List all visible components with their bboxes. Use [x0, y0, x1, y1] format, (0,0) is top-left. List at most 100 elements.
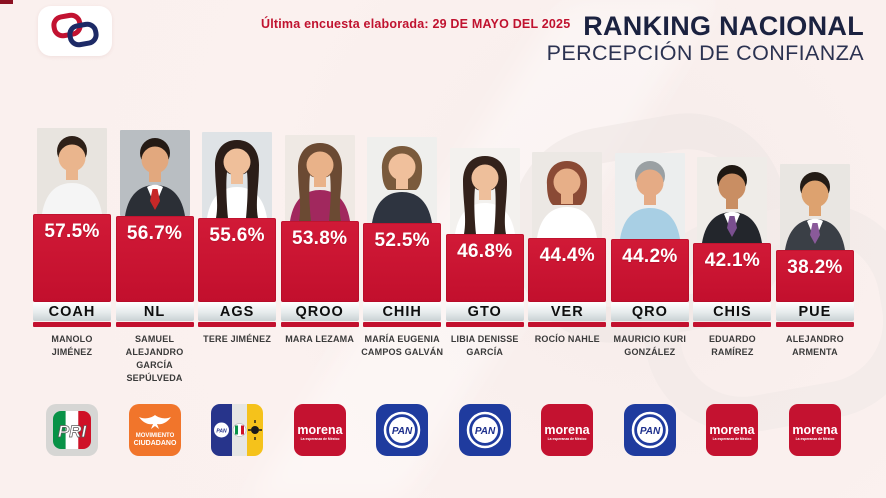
- state-label: AGS: [198, 302, 277, 321]
- confidence-bar: 44.4%: [528, 238, 607, 302]
- state-label: COAH: [33, 302, 111, 321]
- survey-label: Última encuesta elaborada:: [261, 17, 429, 31]
- svg-text:morena: morena: [297, 423, 343, 437]
- candidate-name: ROCÍO NAHLE: [534, 334, 600, 344]
- svg-text:La esperanza de México: La esperanza de México: [796, 437, 835, 441]
- state-underline: [775, 322, 854, 327]
- state-underline: [528, 322, 607, 327]
- percentage-label: 55.6%: [209, 225, 265, 246]
- state-underline: [198, 322, 277, 327]
- party-logo: PRI: [46, 404, 98, 456]
- state-underline: [693, 322, 772, 327]
- page-title: RANKING NACIONAL: [583, 11, 864, 41]
- candidate-column: 46.8% GTO LIBIA DENISSE GARCÍA PAN: [445, 0, 524, 498]
- svg-text:La esperanza de México: La esperanza de México: [548, 437, 587, 441]
- candidate-name: MARA LEZAMA: [285, 334, 355, 344]
- svg-text:CIUDADANO: CIUDADANO: [133, 440, 176, 447]
- portrait-photo: [367, 137, 438, 223]
- state-underline: [445, 322, 524, 327]
- percentage-label: 53.8%: [291, 228, 348, 249]
- candidate-column: 57.5% COAH MANOLO JIMÉNEZ PRI: [33, 0, 111, 498]
- corner-mark: [0, 0, 13, 4]
- candidate-name: MANOLO JIMÉNEZ: [51, 334, 93, 358]
- portrait-photo: [532, 152, 603, 238]
- candidate-column: 55.6% AGS TERE JIMÉNEZ PAN: [198, 0, 277, 498]
- confidence-bar: 56.7%: [115, 216, 194, 302]
- percentage-label: 52.5%: [374, 230, 430, 251]
- portrait-photo: [614, 153, 685, 239]
- svg-text:PAN: PAN: [640, 426, 661, 437]
- party-logo: MOVIMIENTO CIUDADANO: [128, 404, 181, 456]
- state-label: QROO: [280, 302, 359, 321]
- confidence-bar: 46.8%: [445, 234, 524, 302]
- state-underline: [280, 322, 359, 327]
- portrait-photo: [37, 128, 107, 214]
- confidence-bar: 57.5%: [33, 214, 111, 302]
- state-label: CHIH: [363, 302, 442, 321]
- state-label: GTO: [445, 302, 524, 321]
- candidate-name: MARÍA EUGENIA CAMPOS GALVÁN: [361, 334, 444, 358]
- state-label: QRO: [610, 302, 689, 321]
- portrait-photo: [779, 164, 850, 250]
- portrait-photo: [202, 132, 273, 218]
- candidate-name: MAURICIO KURI GONZÁLEZ: [613, 334, 687, 358]
- party-logo: PAN: [458, 404, 511, 456]
- candidate-name: SAMUEL ALEJANDRO GARCÍA SEPÚLVEDA: [125, 334, 184, 384]
- candidate-name: TERE JIMÉNEZ: [203, 334, 272, 344]
- party-logo: PAN: [376, 404, 429, 456]
- percentage-label: 44.4%: [539, 245, 595, 266]
- state-underline: [610, 322, 689, 327]
- page-title-block: RANKING NACIONAL PERCEPCIÓN DE CONFIANZA: [546, 11, 864, 67]
- confidence-bar: 53.8%: [280, 221, 359, 302]
- candidate-column: 53.8% QROO MARA LEZAMA morena La esperan…: [280, 0, 359, 498]
- state-underline: [33, 322, 111, 327]
- portrait-photo: [449, 148, 520, 234]
- svg-text:PRI: PRI: [58, 422, 88, 441]
- state-label: CHIS: [693, 302, 772, 321]
- survey-date: 29 DE MAYO DEL 2025: [432, 17, 571, 31]
- svg-text:La esperanza de México: La esperanza de México: [300, 437, 339, 441]
- svg-text:PAN: PAN: [217, 429, 228, 435]
- party-logo: PAN: [623, 404, 676, 456]
- state-label: PUE: [775, 302, 854, 321]
- party-logo: morena La esperanza de México: [541, 404, 594, 456]
- candidate-name: LIBIA DENISSE GARCÍA: [450, 334, 519, 358]
- percentage-label: 38.2%: [787, 257, 843, 278]
- percentage-label: 42.1%: [704, 250, 761, 271]
- survey-note: Última encuesta elaborada: 29 DE MAYO DE…: [261, 17, 570, 31]
- svg-text:La esperanza de México: La esperanza de México: [713, 437, 752, 441]
- svg-text:PAN: PAN: [475, 426, 496, 437]
- candidate-column: 56.7% NL SAMUEL ALEJANDRO GARCÍA SEPÚLVE…: [115, 0, 194, 498]
- party-logo: morena La esperanza de México: [788, 404, 841, 456]
- candidate-name: EDUARDO RAMÍREZ: [708, 334, 756, 358]
- svg-text:morena: morena: [792, 423, 838, 437]
- state-underline: [363, 322, 442, 327]
- portrait-photo: [119, 130, 190, 216]
- candidate-column: 44.4% VER ROCÍO NAHLE morena La esperanz…: [528, 0, 607, 498]
- candidate-column: 38.2% PUE ALEJANDRO ARMENTA morena La es…: [775, 0, 854, 498]
- confidence-bar: 55.6%: [198, 218, 277, 302]
- brand-logo-icon: [51, 12, 99, 48]
- candidate-column: 52.5% CHIH MARÍA EUGENIA CAMPOS GALVÁN P…: [361, 0, 444, 498]
- page-subtitle: PERCEPCIÓN DE CONFIANZA: [546, 41, 864, 66]
- party-logo: PAN: [211, 404, 264, 456]
- state-underline: [115, 322, 194, 327]
- confidence-bar: 52.5%: [363, 223, 442, 302]
- percentage-label: 44.2%: [622, 246, 678, 267]
- percentage-label: 56.7%: [126, 223, 183, 244]
- party-logo: morena La esperanza de México: [706, 404, 759, 456]
- confidence-bar: 38.2%: [775, 250, 854, 302]
- brand-logo-card: [38, 6, 112, 56]
- confidence-bar: 44.2%: [610, 239, 689, 302]
- portrait-photo: [284, 135, 355, 221]
- candidate-column: 44.2% QRO MAURICIO KURI GONZÁLEZ PAN: [610, 0, 689, 498]
- percentage-label: 57.5%: [44, 221, 100, 242]
- svg-text:morena: morena: [545, 423, 591, 437]
- svg-text:MOVIMIENTO: MOVIMIENTO: [135, 433, 174, 439]
- percentage-label: 46.8%: [457, 241, 513, 262]
- candidate-name: ALEJANDRO ARMENTA: [786, 334, 844, 358]
- portrait-photo: [697, 157, 768, 243]
- confidence-bar: 42.1%: [693, 243, 772, 302]
